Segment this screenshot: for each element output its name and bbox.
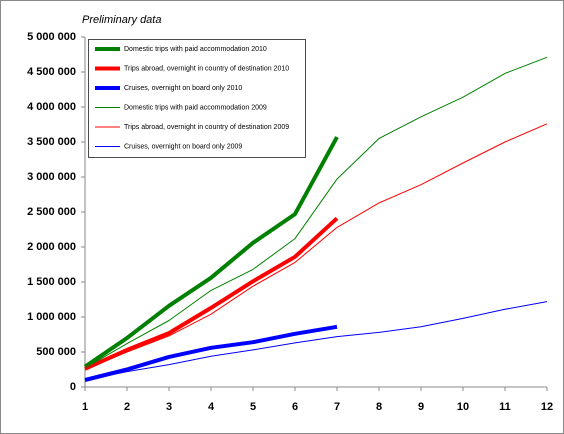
x-tick-label: 9 [418,401,424,413]
x-tick-label: 6 [292,401,298,413]
legend-label: Trips abroad, overnight in country of de… [124,124,289,131]
legend-box [88,39,306,158]
y-tick-label: 4 500 000 [27,66,76,78]
y-tick-label: 4 000 000 [27,101,76,113]
legend-label: Cruises, overnight on board only 2009 [124,143,242,150]
x-tick-label: 11 [499,401,511,413]
y-tick-label: 500 000 [36,346,76,358]
x-tick-label: 7 [334,401,340,413]
series-line [84,123,548,370]
y-tick-label: 1 000 000 [27,311,76,323]
x-tick-label: 3 [166,401,172,413]
x-tick-label: 4 [208,401,215,413]
legend-label: Domestic trips with paid accommodation 2… [124,46,267,53]
y-tick-label: 3 000 000 [27,171,76,183]
x-tick-label: 2 [124,401,130,413]
x-tick-label: 10 [457,401,469,413]
legend-label: Cruises, overnight on board only 2010 [124,85,242,92]
y-tick-label: 3 500 000 [27,136,76,148]
y-tick-label: 2 500 000 [27,206,76,218]
x-tick-label: 12 [541,401,553,413]
legend-label: Trips abroad, overnight in country of de… [124,65,289,72]
y-tick-label: 0 [70,381,76,393]
legend-label: Domestic trips with paid accommodation 2… [124,104,267,111]
series-line [84,216,339,371]
y-tick-label: 1 500 000 [27,276,76,288]
chart-title: Preliminary data [82,14,161,26]
series-line [83,136,339,369]
y-tick-label: 2 000 000 [27,241,76,253]
y-tick-label: 5 000 000 [27,31,76,43]
series-line [84,324,338,382]
series-line [84,301,548,381]
x-tick-label: 5 [250,401,256,413]
series-line [84,56,548,369]
x-tick-label: 8 [376,401,382,413]
x-tick-label: 1 [82,401,88,413]
